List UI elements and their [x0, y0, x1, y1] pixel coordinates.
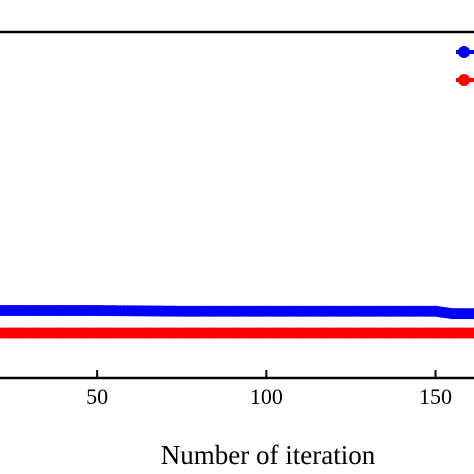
- legend-entry-2: [456, 74, 474, 86]
- series-2-point: [470, 327, 474, 339]
- x-axis: 50 100 150: [86, 370, 452, 409]
- series-2: [0, 327, 474, 339]
- x-tick-label: 150: [419, 384, 452, 409]
- legend: [456, 46, 474, 86]
- legend-swatch-marker: [458, 74, 470, 86]
- x-axis-title: Number of iteration: [161, 440, 376, 470]
- series-1-point: [470, 308, 474, 319]
- x-tick-label: 50: [86, 384, 108, 409]
- plot-frame: [0, 30, 474, 380]
- x-tick-label: 100: [250, 384, 283, 409]
- series-layer: [0, 305, 474, 339]
- legend-swatch-marker: [458, 46, 470, 58]
- legend-entry-1: [456, 46, 474, 58]
- series-1: [0, 305, 474, 320]
